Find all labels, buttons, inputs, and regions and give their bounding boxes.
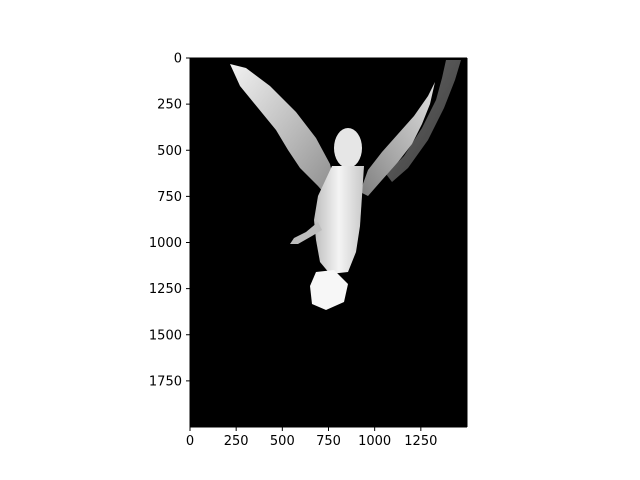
y-tick-label: 250 (157, 98, 182, 113)
x-tick-label: 1250 (404, 434, 437, 449)
right-wing (360, 82, 435, 196)
x-tick-label: 250 (224, 434, 249, 449)
x-tick-label: 0 (186, 434, 194, 449)
y-tick-label: 500 (157, 144, 182, 159)
statue-image (230, 60, 461, 310)
x-axis-ticks: 0 250 500 750 1000 1250 (186, 427, 437, 449)
y-tick-label: 1250 (149, 282, 182, 297)
axes: 0 250 500 750 1000 1250 0 250 500 750 1000 1250 150… (149, 52, 468, 449)
y-tick-label: 750 (157, 190, 182, 205)
y-tick-label: 1750 (149, 374, 182, 389)
x-tick-label: 1000 (358, 434, 391, 449)
x-tick-label: 500 (270, 434, 295, 449)
statue-body (314, 166, 364, 274)
y-axis-ticks: 0 250 500 750 1000 1250 1500 1750 (149, 52, 190, 389)
x-tick-label: 750 (316, 434, 341, 449)
y-tick-label: 1000 (149, 236, 182, 251)
branch (386, 60, 461, 182)
y-tick-label: 1500 (149, 328, 182, 343)
image-area (190, 58, 467, 427)
left-wing (230, 64, 336, 200)
y-tick-label: 0 (174, 52, 182, 67)
statue-base (310, 270, 348, 310)
statue-head (334, 128, 362, 168)
statue-arm (290, 222, 322, 244)
